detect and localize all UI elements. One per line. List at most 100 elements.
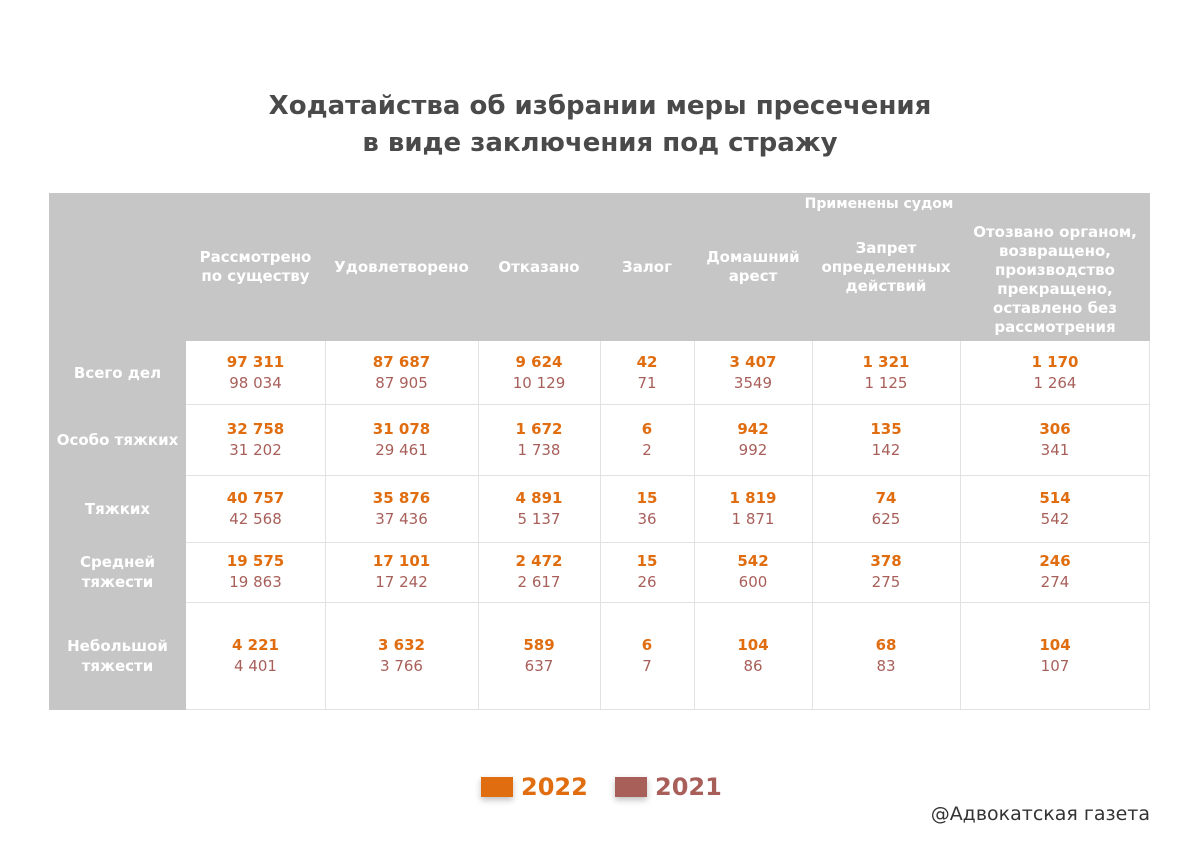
table-cell: 87 687 87 905 — [325, 341, 478, 404]
value-2022: 1 819 — [729, 488, 777, 507]
value-2022: 306 — [1039, 419, 1071, 438]
table-cell: 3 632 3 766 — [325, 602, 478, 710]
table-cell: 31 078 29 461 — [325, 404, 478, 475]
value-2022: 514 — [1039, 488, 1071, 507]
value-2021: 142 — [871, 440, 901, 459]
value-2022: 1 321 — [862, 352, 910, 371]
table-cell: 68 83 — [812, 602, 960, 710]
value-2021: 71 — [637, 373, 657, 392]
row-header-label: Средней тяжести — [79, 553, 156, 591]
value-2021: 26 — [637, 573, 657, 591]
value-2022: 3 632 — [378, 636, 425, 654]
table-cell: 4 891 5 137 — [478, 475, 600, 542]
column-header-label: Отозвано органом, возвращено, производст… — [973, 223, 1137, 336]
table-cell: 135 142 — [812, 404, 960, 475]
value-2022: 1 672 — [515, 419, 563, 438]
value-2021: 4 401 — [234, 657, 277, 675]
column-header-2: Удовлетворено — [325, 193, 478, 341]
value-2022: 9 624 — [515, 352, 563, 371]
value-2022: 246 — [1039, 552, 1071, 570]
value-2021: 625 — [871, 509, 901, 528]
value-2022: 35 876 — [372, 488, 431, 507]
row-header-label: Тяжких — [84, 499, 151, 518]
column-header-4: Залог — [600, 193, 694, 341]
value-2022: 97 311 — [226, 352, 285, 371]
table-cell: 1 672 1 738 — [478, 404, 600, 475]
value-2021: 1 738 — [517, 440, 561, 459]
value-2021: 3 766 — [380, 657, 423, 675]
value-2021: 31 202 — [229, 440, 282, 459]
grid-hline — [186, 542, 1150, 543]
column-header-label: Залог — [622, 257, 672, 276]
value-2022: 74 — [875, 488, 897, 507]
data-table: Применены судом Рассмотрено по существу У… — [49, 193, 1150, 710]
table-cell: 589 637 — [478, 602, 600, 710]
table-cell: 306 341 — [960, 404, 1150, 475]
grid-hline — [186, 602, 1150, 603]
table-cell: 1 321 1 125 — [812, 341, 960, 404]
value-2021: 542 — [1040, 509, 1070, 528]
value-2021: 42 568 — [229, 509, 282, 528]
legend-item-2022: 2022 — [481, 770, 588, 804]
grid-hline — [186, 475, 1150, 476]
table-cell: 40 757 42 568 — [186, 475, 325, 542]
legend-swatch-2022 — [481, 777, 513, 797]
chart-title: Ходатайства об избрании меры пресечения … — [0, 88, 1200, 162]
value-2021: 2 — [642, 440, 652, 459]
grid-vline — [960, 341, 961, 710]
value-2021: 98 034 — [229, 373, 282, 392]
value-2022: 4 221 — [232, 636, 279, 654]
value-2021: 107 — [1040, 657, 1070, 675]
column-header-6: Запрет определенных действий — [812, 193, 960, 341]
value-2022: 17 101 — [372, 552, 431, 570]
table-cell: 1 819 1 871 — [694, 475, 812, 542]
value-2022: 589 — [523, 636, 555, 654]
table-cell: 17 101 17 242 — [325, 542, 478, 602]
value-2022: 68 — [875, 636, 897, 654]
column-header-label: Отказано — [498, 257, 580, 276]
table-cell: 15 36 — [600, 475, 694, 542]
value-2021: 17 242 — [375, 573, 428, 591]
table-cell: 19 575 19 863 — [186, 542, 325, 602]
value-2021: 86 — [743, 657, 763, 675]
table-cell: 378 275 — [812, 542, 960, 602]
column-header-1: Рассмотрено по существу — [186, 193, 325, 341]
value-2021: 341 — [1040, 440, 1070, 459]
value-2022: 19 575 — [226, 552, 285, 570]
table-cell: 3 407 3549 — [694, 341, 812, 404]
table-cell: 74 625 — [812, 475, 960, 542]
value-2021: 19 863 — [229, 573, 282, 591]
value-2022: 942 — [737, 419, 769, 438]
row-header-1: Всего дел — [49, 341, 186, 404]
chart-title-line-1: Ходатайства об избрании меры пресечения — [268, 91, 932, 121]
legend-item-2021: 2021 — [615, 770, 722, 804]
table-header-background — [49, 193, 1150, 341]
table-cell: 1 170 1 264 — [960, 341, 1150, 404]
value-2022: 87 687 — [372, 352, 431, 371]
legend: 2022 2021 — [0, 770, 1200, 804]
column-header-7: Отозвано органом, возвращено, производст… — [960, 193, 1150, 341]
table-cell: 4 221 4 401 — [186, 602, 325, 710]
value-2021: 3549 — [733, 373, 773, 392]
table-cell: 2 472 2 617 — [478, 542, 600, 602]
value-2021: 992 — [738, 440, 768, 459]
value-2022: 6 — [641, 636, 653, 654]
value-2021: 37 436 — [375, 509, 428, 528]
row-header-2: Особо тяжких — [49, 404, 186, 475]
grid-hline — [186, 404, 1150, 405]
row-header-4: Средней тяжести — [49, 542, 186, 602]
value-2021: 275 — [871, 573, 901, 591]
table-cell: 104 86 — [694, 602, 812, 710]
value-2022: 135 — [870, 419, 902, 438]
value-2021: 10 129 — [512, 373, 566, 392]
table-cell: 542 600 — [694, 542, 812, 602]
row-header-3: Тяжких — [49, 475, 186, 542]
source-credit: @Адвокатская газета — [930, 803, 1150, 825]
value-2022: 378 — [870, 552, 902, 570]
column-header-5: Домашний арест — [694, 193, 812, 341]
value-2022: 4 891 — [515, 488, 563, 507]
row-header-label: Особо тяжких — [56, 430, 179, 449]
value-2021: 1 125 — [864, 373, 908, 392]
value-2021: 1 871 — [731, 509, 775, 528]
